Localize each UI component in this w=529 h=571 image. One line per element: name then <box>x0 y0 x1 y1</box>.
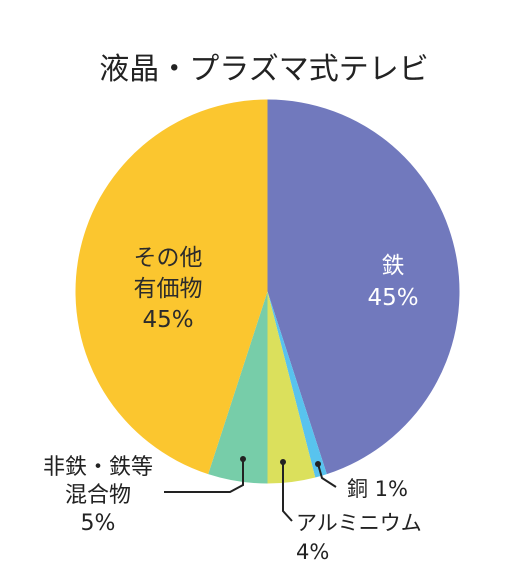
pie-slice-copper <box>267 291 327 478</box>
slice-label-iron-line: 鉄 <box>382 253 405 279</box>
slice-label-other-line: 45% <box>142 307 193 333</box>
callout-dot-aluminum <box>280 459 286 465</box>
slice-label-other-line: その他 <box>134 245 203 271</box>
slice-label-aluminum-line: 4% <box>296 540 329 564</box>
chart-title: 液晶・プラズマ式テレビ <box>99 52 428 87</box>
callout-line-aluminum <box>282 462 293 522</box>
pie-slice-other <box>75 99 268 475</box>
callout-line-mixed <box>164 459 244 493</box>
slice-label-other-line: 有価物 <box>134 276 203 302</box>
slice-label-copper: 銅 1% <box>347 477 408 501</box>
slice-label-aluminum: アルミニウム 4% <box>296 511 422 564</box>
slice-label-mixed: 非鉄・鉄等混合物 5% <box>43 455 153 536</box>
pie-slice-iron <box>267 99 460 475</box>
slice-label-aluminum-line: アルミニウム <box>296 511 422 535</box>
slice-label-iron: 鉄 45% <box>367 253 418 311</box>
slice-label-mixed-line: 5% <box>81 511 116 536</box>
slice-label-copper-line: 銅 1% <box>347 477 408 501</box>
labels-layer: 鉄 45% その他有価物 45% 銅 1% アルミニウム 4% 非鉄・鉄等混合物 5% <box>43 245 422 564</box>
callouts-layer <box>164 456 337 522</box>
callout-dot-mixed <box>240 456 246 462</box>
slice-label-iron-line: 45% <box>367 285 418 311</box>
pie-slice-mixed <box>208 291 268 484</box>
callout-line-copper <box>317 463 337 488</box>
slice-label-other: その他有価物 45% <box>134 245 203 333</box>
slice-label-mixed-line: 非鉄・鉄等 <box>43 455 153 480</box>
slices-layer <box>75 99 460 484</box>
slice-label-mixed-line: 混合物 <box>65 483 131 508</box>
callout-dot-copper <box>315 461 321 467</box>
pie-slice-aluminum <box>267 291 316 484</box>
